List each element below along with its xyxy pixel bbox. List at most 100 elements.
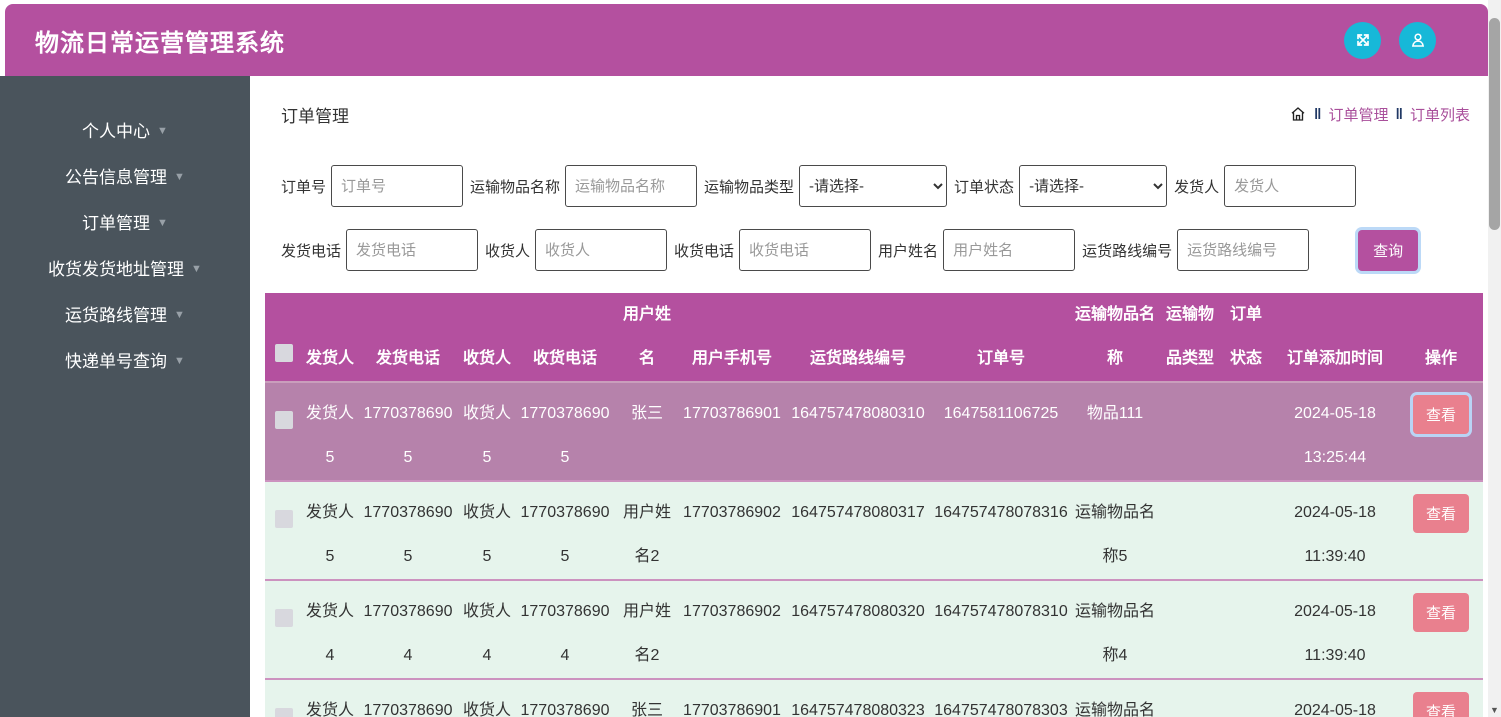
sidebar-item-label: 公告信息管理: [65, 167, 168, 187]
sender-phone-input[interactable]: [346, 229, 479, 271]
sidebar-item-personal-center[interactable]: 个人中心 ▼: [0, 106, 250, 152]
cell-user-name: 张三: [630, 405, 663, 422]
search-toolbar: 订单号 运输物品名称 运输物品类型 -请选择- 订单状态 -请选择- 发货人: [281, 165, 1470, 271]
cell-sender-phone: 17703786905: [363, 405, 453, 466]
view-button[interactable]: 查看: [1412, 593, 1469, 632]
cell-receiver-phone: 17703786904: [520, 603, 610, 664]
item-name-input[interactable]: [565, 165, 698, 207]
user-profile-button[interactable]: [1399, 21, 1436, 59]
col-route-no: 运货路线编号: [785, 293, 931, 382]
cell-user-name: 用户姓名2: [622, 504, 671, 565]
fullscreen-button[interactable]: [1344, 21, 1381, 59]
col-added-time: 订单添加时间: [1271, 293, 1399, 382]
receiver-label: 收货人: [485, 242, 531, 260]
select-all-checkbox[interactable]: [275, 343, 293, 362]
row-checkbox[interactable]: [275, 509, 293, 528]
receiver-phone-input[interactable]: [739, 229, 872, 271]
col-receiver-phone: 收货电话: [515, 293, 615, 382]
table-row: 发货人3 17703786903 收货人3 17703786903 张三 177…: [265, 679, 1483, 717]
cell-user-name: 用户姓名2: [622, 603, 671, 664]
cell-order-status: [1221, 481, 1271, 580]
table-row: 发货人4 17703786904 收货人4 17703786904 用户姓名2 …: [265, 580, 1483, 679]
cell-order-no: 164757478078310: [934, 603, 1068, 620]
order-no-input[interactable]: [331, 165, 464, 207]
sender-phone-label: 发货电话: [281, 242, 342, 260]
cell-route-no: 164757478080310: [791, 405, 925, 422]
col-order-status: 订单状态: [1221, 293, 1271, 382]
sidebar-item-label: 订单管理: [82, 213, 151, 233]
receiver-phone-label: 收货电话: [674, 242, 735, 260]
order-status-label: 订单状态: [954, 178, 1015, 196]
chevron-down-icon: ▼: [157, 216, 168, 229]
cell-sender: 发货人4: [306, 603, 355, 664]
cell-order-no: 1647581106725: [943, 405, 1059, 422]
row-checkbox[interactable]: [275, 707, 293, 717]
cell-item-type: [1159, 382, 1221, 481]
cell-user-phone: 17703786901: [683, 405, 781, 422]
scrollbar-down-arrow-icon[interactable]: ▼: [1490, 705, 1499, 715]
cell-user-phone: 17703786901: [683, 702, 781, 717]
route-no-label: 运货路线编号: [1082, 242, 1173, 260]
cell-item-type: [1159, 679, 1221, 717]
user-name-input[interactable]: [943, 229, 1076, 271]
table-row: 发货人5 17703786905 收货人5 17703786905 张三 177…: [265, 382, 1483, 481]
query-button[interactable]: 查询: [1358, 229, 1419, 271]
user-name-label: 用户姓名: [878, 242, 939, 260]
cell-user-name: 张三: [630, 702, 663, 717]
col-receiver: 收货人: [459, 293, 515, 382]
app-title: 物流日常运营管理系统: [35, 29, 285, 57]
col-actions: 操作: [1399, 293, 1483, 382]
cell-order-status: [1221, 382, 1271, 481]
view-button[interactable]: 查看: [1412, 692, 1469, 717]
sidebar-item-tracking[interactable]: 快递单号查询 ▼: [0, 336, 250, 382]
sidebar-item-orders[interactable]: 订单管理 ▼: [0, 198, 250, 244]
chevron-down-icon: ▼: [174, 308, 185, 321]
view-button[interactable]: 查看: [1412, 494, 1469, 533]
col-sender: 发货人: [303, 293, 357, 382]
item-name-label: 运输物品名称: [470, 178, 561, 196]
cell-receiver: 收货人5: [462, 504, 511, 565]
cell-route-no: 164757478080317: [791, 504, 925, 521]
breadcrumb-link-order-list[interactable]: 订单列表: [1409, 107, 1470, 124]
sender-label: 发货人: [1174, 178, 1220, 196]
sidebar-item-addresses[interactable]: 收货发货地址管理 ▼: [0, 244, 250, 290]
cell-sender-phone: 17703786904: [363, 603, 453, 664]
home-icon[interactable]: [1289, 106, 1307, 123]
cell-item-type: [1159, 580, 1221, 679]
view-button[interactable]: 查看: [1412, 395, 1469, 434]
cell-route-no: 164757478080320: [791, 603, 925, 620]
cell-sender-phone: 17703786905: [363, 504, 453, 565]
breadcrumb-link-order-management[interactable]: 订单管理: [1328, 107, 1389, 124]
cell-added-time: 2024-05-18 13:25:44: [1294, 405, 1376, 466]
order-no-label: 订单号: [281, 178, 327, 196]
row-checkbox[interactable]: [275, 608, 293, 627]
cell-added-time: 2024-05-18 11:39:40: [1294, 504, 1376, 565]
cell-added-time: 2024-05-18 11:39:40: [1294, 603, 1376, 664]
item-type-select[interactable]: -请选择-: [799, 165, 948, 207]
cell-order-status: [1221, 679, 1271, 717]
cell-receiver-phone: 17703786903: [520, 702, 610, 717]
scrollbar-thumb[interactable]: [1489, 18, 1500, 230]
chevron-down-icon: ▼: [174, 170, 185, 183]
sidebar-item-label: 快递单号查询: [65, 351, 168, 371]
cell-user-phone: 17703786902: [683, 603, 781, 620]
cell-user-phone: 17703786902: [683, 504, 781, 521]
vertical-scrollbar[interactable]: ▼: [1488, 0, 1501, 717]
route-no-input[interactable]: [1177, 229, 1310, 271]
row-checkbox[interactable]: [275, 410, 293, 429]
main-content: 订单管理 ‖ 订单管理 ‖ 订单列表 订单号 运输物品名称 运: [250, 76, 1488, 717]
sender-input[interactable]: [1224, 165, 1357, 207]
page-title: 订单管理: [281, 107, 349, 126]
cell-route-no: 164757478080323: [791, 702, 925, 717]
col-item-name: 运输物品名称: [1071, 293, 1159, 382]
sidebar-item-announcements[interactable]: 公告信息管理 ▼: [0, 152, 250, 198]
receiver-input[interactable]: [535, 229, 668, 271]
cell-added-time: 2024-05-18 11:39:40: [1294, 702, 1376, 717]
breadcrumb-separator: ‖: [1314, 106, 1322, 123]
col-user-phone: 用户手机号: [679, 293, 785, 382]
sidebar: 个人中心 ▼ 公告信息管理 ▼ 订单管理 ▼ 收货发货地址管理 ▼ 运货路线管理…: [0, 76, 250, 717]
order-status-select[interactable]: -请选择-: [1019, 165, 1168, 207]
cell-sender: 发货人5: [306, 504, 355, 565]
sidebar-item-routes[interactable]: 运货路线管理 ▼: [0, 290, 250, 336]
col-user-name: 用户姓名: [615, 293, 679, 382]
